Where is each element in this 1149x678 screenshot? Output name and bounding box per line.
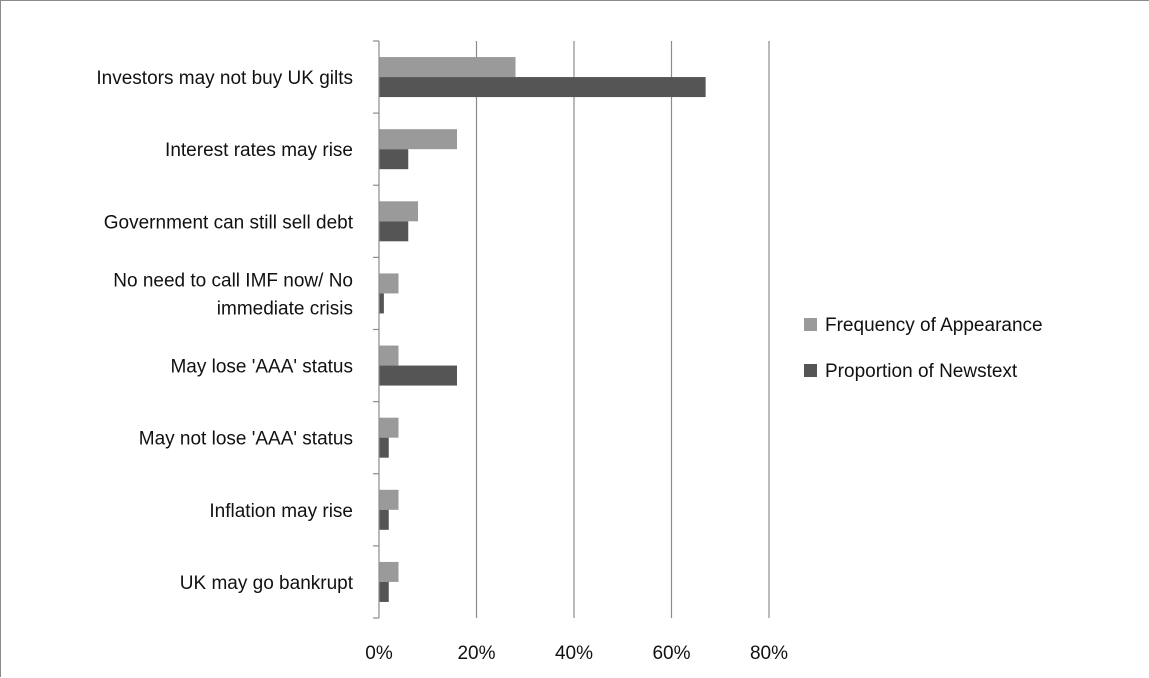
bar-proportion bbox=[379, 365, 457, 386]
bar-frequency bbox=[379, 57, 516, 78]
x-tick-labels: 0% 20% 40% 60% 80% bbox=[365, 643, 788, 664]
bar-proportion bbox=[379, 509, 389, 530]
x-tick-label: 0% bbox=[365, 643, 393, 664]
category-label: Interest rates may rise bbox=[165, 140, 353, 161]
category-label: Inflation may rise bbox=[209, 501, 353, 522]
category-label: No need to call IMF now/ No immediate cri… bbox=[113, 270, 353, 319]
x-tick-label: 80% bbox=[750, 643, 788, 664]
bar-frequency bbox=[379, 129, 457, 150]
bar-proportion bbox=[379, 221, 409, 242]
axis-layer bbox=[373, 40, 380, 619]
bar-proportion bbox=[379, 581, 389, 602]
bar-frequency bbox=[379, 345, 399, 366]
legend-label: Proportion of Newstext bbox=[825, 361, 1018, 382]
grid-layer bbox=[475, 41, 770, 618]
category-label: May not lose 'AAA' status bbox=[139, 429, 353, 450]
bar-frequency bbox=[379, 417, 399, 438]
x-tick-label: 40% bbox=[555, 643, 593, 664]
bar-proportion bbox=[379, 293, 384, 314]
bar-proportion bbox=[379, 437, 389, 458]
legend: Frequency of Appearance Proportion of New… bbox=[804, 315, 1043, 382]
x-tick-label: 60% bbox=[652, 643, 690, 664]
bar-frequency bbox=[379, 489, 399, 510]
category-label: May lose 'AAA' status bbox=[170, 357, 353, 378]
bar-frequency bbox=[379, 561, 399, 582]
bar-frequency bbox=[379, 201, 418, 222]
category-labels: Investors may not buy UK gilts Interest r… bbox=[96, 68, 353, 594]
bar-proportion bbox=[379, 77, 706, 98]
bar-proportion bbox=[379, 149, 409, 170]
bars-layer bbox=[379, 57, 706, 602]
category-label: Investors may not buy UK gilts bbox=[96, 68, 353, 89]
category-label: Government can still sell debt bbox=[104, 212, 354, 233]
category-label: UK may go bankrupt bbox=[180, 573, 354, 594]
bar-frequency bbox=[379, 273, 399, 294]
x-tick-label: 20% bbox=[457, 643, 495, 664]
legend-label: Frequency of Appearance bbox=[825, 315, 1043, 336]
legend-swatch bbox=[804, 364, 817, 377]
legend-swatch bbox=[804, 318, 817, 331]
